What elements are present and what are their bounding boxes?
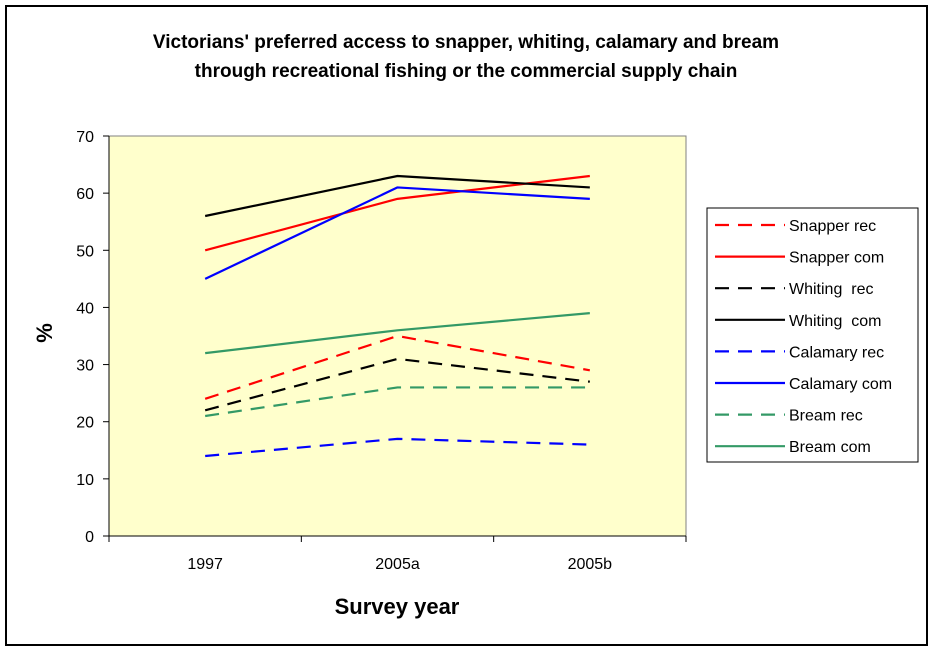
legend-label: Bream rec (789, 408, 863, 425)
series-line-snapper-rec (204, 334, 591, 400)
legend-label: Whiting com (789, 313, 881, 330)
plot-area (108, 135, 687, 537)
x-axis-title: Survey year (335, 594, 460, 619)
x-tick-label: 2005b (568, 556, 613, 573)
y-axis-title: % (32, 323, 57, 343)
legend-label: Bream com (789, 439, 871, 456)
chart-title-line-1: Victorians' preferred access to snapper,… (153, 32, 779, 53)
legend-label: Snapper rec (789, 218, 876, 235)
y-tick-label: 10 (76, 472, 94, 489)
y-tick-label: 40 (76, 300, 94, 317)
series-line-calamary-rec (205, 437, 590, 458)
y-tick-label: 70 (76, 129, 94, 146)
chart-title-line-2: through recreational fishing or the comm… (195, 61, 738, 82)
y-tick-label: 20 (76, 415, 94, 432)
x-tick-label: 1997 (187, 556, 223, 573)
legend-label: Calamary rec (789, 344, 884, 361)
series-line-calamary-com (204, 186, 590, 280)
legend-label: Calamary com (789, 376, 892, 393)
y-axis: 0 10 20 30 40 50 60 70 (76, 129, 110, 546)
legend-label: Snapper com (789, 250, 884, 267)
y-tick-label: 30 (76, 358, 94, 375)
series-line-whiting-rec (204, 357, 590, 412)
y-tick-label: 0 (85, 529, 94, 546)
x-tick-label: 2005a (375, 556, 420, 573)
y-tick-label: 50 (76, 243, 94, 260)
legend: Snapper rec Snapper com Whiting rec Whiting… (706, 207, 919, 463)
series-lines (204, 174, 591, 458)
legend-box (706, 207, 919, 463)
x-axis: 1997 2005a 2005b (108, 535, 687, 573)
y-tick-label: 60 (76, 186, 94, 203)
series-line-bream-rec (205, 386, 590, 418)
series-line-bream-com (205, 312, 590, 355)
series-line-whiting-com (204, 174, 590, 218)
legend-label: Whiting rec (789, 281, 873, 298)
